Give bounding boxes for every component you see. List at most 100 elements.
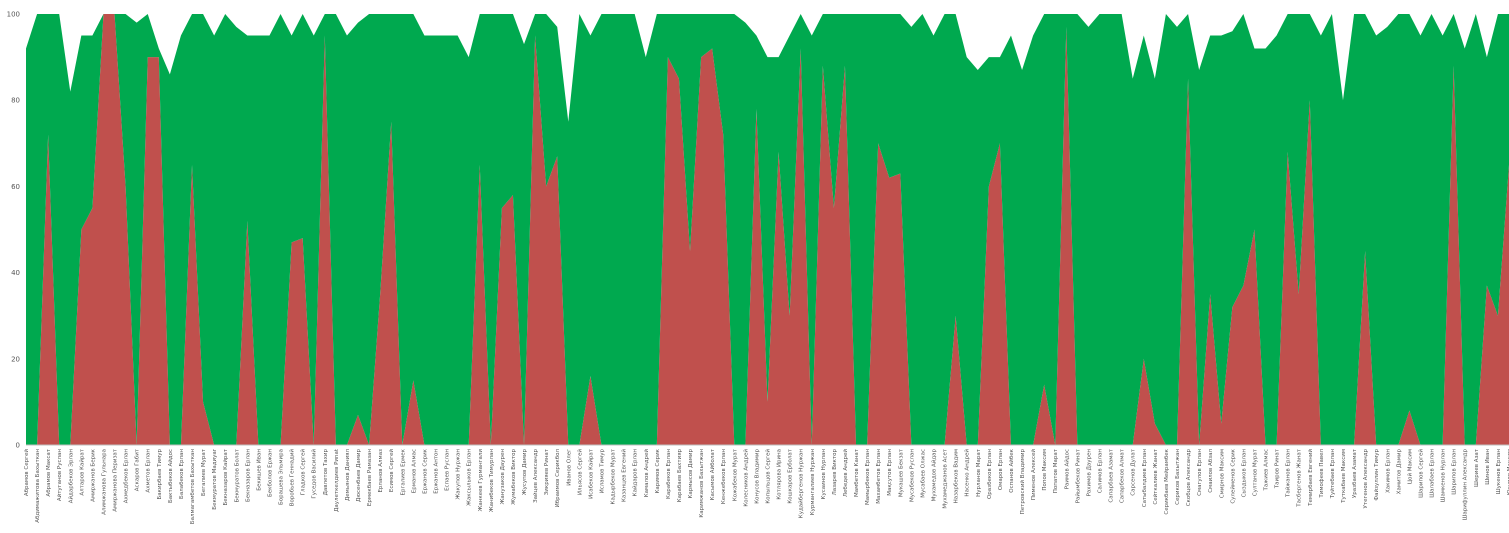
x-tick-label: Оспанов Айбек bbox=[1008, 448, 1015, 492]
x-tick-label: Нурланов Марат bbox=[976, 448, 982, 497]
x-tick-label: Шарипов Ерлан bbox=[1452, 449, 1458, 495]
x-tick-label: Мусабаев Олжас bbox=[920, 449, 926, 498]
x-tick-label: Мукашев Бекзат bbox=[898, 448, 904, 497]
x-tick-label: Камалов Андрей bbox=[643, 449, 650, 498]
x-tick-label: Ермекбаев Рамазан bbox=[367, 449, 373, 506]
x-tick-label: Тимофеев Павел bbox=[1319, 449, 1325, 499]
x-tick-label: Ибраимов Серикбол bbox=[555, 449, 561, 508]
x-tick-label: Хамитов Дамир bbox=[1396, 449, 1402, 495]
x-tick-label: Кармысов Дамир bbox=[688, 449, 694, 499]
x-tick-label: Копыльцов Сергей bbox=[765, 449, 772, 504]
x-tick-label: Исабеков Кайрат bbox=[587, 448, 594, 499]
x-tick-label: Хакимов Ерлан bbox=[1385, 449, 1391, 493]
x-tick-label: Амиржанова Перизат bbox=[113, 448, 119, 512]
x-tick-label: Шинов Иван bbox=[1485, 449, 1491, 485]
x-tick-label: Абдимажитова Бахыткан bbox=[35, 449, 41, 523]
x-tick-label: Бекназаров Ерлан bbox=[245, 449, 251, 502]
x-tick-label: Каримжанов Бахытжан bbox=[699, 449, 705, 518]
y-tick-label: 0 bbox=[16, 442, 20, 450]
x-tick-label: Сулейменов Серик bbox=[1229, 448, 1236, 503]
x-tick-label: Туйтебаев Ерлан bbox=[1329, 449, 1336, 500]
y-tick-labels: 0 20 40 60 80 100 bbox=[7, 11, 20, 450]
x-tick-label: Кудайбергенов Нуржан bbox=[798, 449, 805, 519]
x-tick-label: Каримов Серик bbox=[655, 448, 661, 493]
x-tick-label: Кенжебеков Ерлан bbox=[721, 449, 727, 505]
x-tick-label: Исламов Тимур bbox=[599, 448, 605, 493]
x-tick-label: Жанибеков Тимурлан bbox=[489, 449, 495, 513]
x-tick-label: Назарбеков Вадим bbox=[954, 449, 960, 503]
x-tick-label: Гуседов Василий bbox=[311, 449, 318, 499]
x-tick-label: Рахимов Даурен bbox=[1086, 449, 1092, 497]
x-tick-label: Еспаев Руслан bbox=[445, 449, 451, 491]
x-tick-label: Попов Максим bbox=[1042, 449, 1048, 491]
x-tick-label: Файзуллин Тимур bbox=[1373, 448, 1380, 500]
x-tick-label: Карабаев Бахтияр bbox=[677, 448, 683, 502]
x-tick-label: Бекмуратов Болат bbox=[234, 448, 240, 502]
x-tick-label: Ержанов Антон bbox=[433, 449, 439, 494]
x-tick-label: Бекмуратов Мадиyar bbox=[212, 448, 218, 509]
x-tick-label: Юсупов Максим bbox=[1507, 449, 1509, 495]
x-tick-label: Мақсутов Ерлан bbox=[887, 449, 893, 496]
x-tick-label: Смагулов Ерлан bbox=[1197, 449, 1203, 496]
x-tick-label: Мусабеков Руслан bbox=[909, 449, 915, 502]
x-tick-label: Кошкаров Ерболат bbox=[788, 448, 794, 503]
x-tick-label: Бекишев Иван bbox=[256, 449, 262, 491]
x-tick-label: Махамбетов Ерлан bbox=[876, 449, 882, 504]
x-tick-label: Курмангалиев Нуржан bbox=[810, 449, 816, 516]
x-tick-label: Ахмедбеков Ерлан bbox=[124, 449, 130, 504]
x-tick-label: Жусупов Дамир bbox=[522, 448, 528, 495]
x-tick-label: Конусов Владимир bbox=[754, 449, 760, 504]
x-tick-label: Сейткалиев Жанат bbox=[1152, 448, 1159, 504]
x-tick-label: Алимжанова Гульнара bbox=[101, 449, 107, 515]
x-tick-label: Уразбаев Азамат bbox=[1352, 448, 1358, 498]
x-tick-label: Аскаров Габит bbox=[135, 448, 141, 491]
x-tick-label: Карабеков Ерлан bbox=[666, 449, 672, 499]
x-tick-label: Сапарбаев Азамат bbox=[1109, 448, 1115, 502]
x-tick-label: Амиржанов Берик bbox=[90, 448, 96, 501]
x-tick-label: Тайжанов Ерлан bbox=[1285, 449, 1292, 498]
x-tick-label: Сапарбеков Алмат bbox=[1120, 448, 1126, 503]
x-tick-label: Гладков Сергей bbox=[300, 449, 307, 496]
x-tick-label: Абрамов Максат bbox=[46, 448, 52, 496]
x-tick-label: Бекназаров Кайрат bbox=[222, 448, 229, 505]
x-tick-label: Касымов Айболат bbox=[709, 448, 716, 500]
x-tick-label: Лебедев Андрей bbox=[842, 449, 849, 498]
x-tick-label: Утегенов Александр bbox=[1363, 448, 1369, 508]
x-tick-label: Таиров Ринат bbox=[1275, 448, 1281, 489]
x-tick-label: Ерманов Алмас bbox=[411, 449, 417, 493]
x-tick-label: Кайдаров Ерлан bbox=[632, 449, 639, 497]
x-tick-label: Насенко Андрей bbox=[964, 449, 971, 497]
x-tick-label: Давлетов Тахир bbox=[323, 448, 329, 495]
x-tick-label: Салимов Ерлан bbox=[1098, 449, 1104, 494]
x-tick-label: Бактыбеков Айдос bbox=[167, 449, 174, 503]
x-tick-label: Серикбаев Мейрамбек bbox=[1163, 448, 1170, 514]
x-tick-label: Раимов Айдос bbox=[1063, 449, 1070, 489]
x-tick-label: Оразбеков Ерлан bbox=[987, 449, 993, 499]
x-tick-label: Зайцев Александр bbox=[532, 448, 539, 502]
x-tick-label: Скобцов Александр bbox=[1186, 449, 1192, 507]
y-tick-label: 80 bbox=[11, 97, 20, 105]
x-tick-label: Сарсенов Дулат bbox=[1131, 448, 1137, 495]
y-tick-label: 20 bbox=[11, 355, 20, 363]
x-tick-label: Бакирбаев Тимур bbox=[157, 448, 163, 499]
x-tick-label: Айдарбеков Эрлан bbox=[67, 449, 74, 504]
x-tick-label: Есимов Сергей bbox=[388, 449, 395, 493]
x-tick-label: Омаров Ерлан bbox=[998, 449, 1004, 491]
x-tick-label: Колесников Андрей bbox=[742, 449, 749, 507]
x-tick-label: Борашева Эльмира bbox=[279, 449, 285, 505]
x-tick-label: Цой Максим bbox=[1406, 449, 1413, 484]
x-tick-label: Шукенов Ерлан bbox=[1496, 449, 1502, 495]
x-tick-label: Ергалиев Ермек bbox=[400, 448, 406, 495]
x-tick-label: Кусаинов Нурлан bbox=[821, 449, 827, 500]
x-tick-label: Сатыбалдиев Ерлан bbox=[1142, 449, 1148, 508]
y-tick-label: 60 bbox=[11, 183, 20, 191]
x-tick-label: Дюсенбаев Дамир bbox=[356, 448, 362, 501]
x-tick-label: Ахметов Ерлан bbox=[146, 449, 152, 493]
x-tick-label: Абрамов Сергей bbox=[23, 449, 30, 497]
x-tick-label: Бекболов Ержан bbox=[267, 449, 273, 497]
x-tick-label: Ерланов Алмаз bbox=[378, 449, 384, 493]
x-tick-label: Воробьев Геннадий bbox=[289, 449, 296, 507]
x-tick-label: Кожабеков Мурат bbox=[732, 448, 738, 501]
x-tick-label: Айтуганов Руслан bbox=[56, 449, 63, 501]
